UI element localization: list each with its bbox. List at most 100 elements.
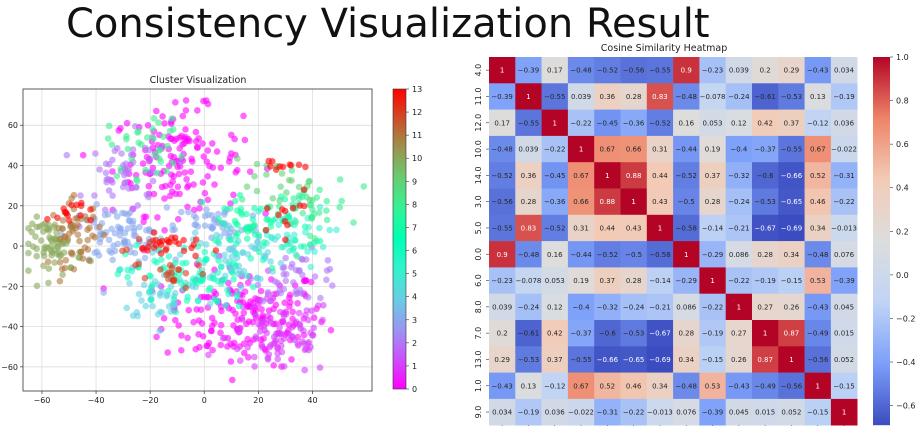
heatmap-cell-label: −0.52 (544, 224, 565, 232)
heatmap-cell-label: 0.34 (678, 356, 694, 364)
heatmap-cell-label: 0.42 (547, 330, 563, 338)
heatmap-colorbar-tick-label: 0.4 (896, 184, 909, 193)
scatter-point (227, 237, 234, 244)
heatmap-cell (646, 214, 674, 242)
scatter-point (175, 322, 182, 329)
heatmap-cell-label: 0.045 (729, 409, 749, 417)
scatter-point (105, 236, 113, 244)
scatter-point (182, 269, 190, 277)
heatmap-cell-label: 0.28 (626, 277, 642, 285)
scatter-point (316, 224, 323, 232)
heatmap-cell (804, 188, 832, 216)
scatter-point (203, 206, 210, 213)
scatter-point (254, 239, 262, 246)
heatmap-cell-label: −0.6 (757, 172, 775, 180)
heatmap-cell (515, 320, 542, 347)
heatmap-cell-label: 1 (631, 198, 635, 206)
scatter-point (240, 112, 247, 120)
scatter-point (117, 165, 125, 172)
page-title: Consistency Visualization Result (66, 1, 710, 47)
scatter-point (290, 279, 297, 286)
scatter-colorbar-tick-label: 9 (412, 177, 417, 186)
scatter-point (257, 205, 265, 213)
heatmap-cell (620, 135, 648, 163)
scatter-point (44, 215, 51, 223)
scatter-point (144, 243, 152, 251)
heatmap-cell (804, 214, 832, 242)
heatmap-cell-label: 0.034 (492, 409, 513, 417)
scatter-point (177, 158, 184, 166)
scatter-point (58, 265, 66, 273)
heatmap-cell (541, 188, 569, 216)
scatter-y-tick-label: 0 (13, 242, 18, 251)
heatmap-cell-label: 0.67 (600, 146, 616, 154)
heatmap-cell-label: −0.55 (649, 67, 670, 75)
scatter-point (255, 320, 262, 328)
heatmap-cell-label: 0.67 (810, 146, 826, 154)
scatter-point (163, 168, 170, 175)
scatter-point (264, 312, 272, 320)
heatmap-cell (567, 293, 595, 321)
scatter-point (204, 147, 211, 154)
scatter-point (193, 143, 201, 151)
scatter-point (302, 229, 309, 236)
scatter-point (193, 306, 200, 313)
scatter-point (25, 240, 32, 248)
heatmap-cell (646, 293, 674, 321)
heatmap-cell-label: 0.036 (545, 409, 566, 417)
heatmap-cell-label: 0.17 (494, 119, 510, 127)
scatter-point (201, 189, 209, 197)
heatmap-cell (620, 162, 648, 189)
scatter-point (217, 341, 225, 349)
scatter-point (142, 302, 150, 310)
scatter-point (178, 332, 185, 339)
heatmap-cell (567, 162, 595, 189)
scatter-point (259, 256, 267, 264)
heatmap-cell (830, 214, 858, 242)
heatmap-cell (646, 188, 674, 216)
heatmap-cell (567, 188, 595, 216)
scatter-point (67, 249, 75, 257)
heatmap-cell (752, 372, 779, 400)
scatter-point (308, 307, 315, 315)
heatmap-cell-label: 0.12 (731, 119, 747, 127)
scatter-point (236, 325, 243, 333)
scatter-point (323, 197, 331, 205)
heatmap-y-tick-label: 4.0 (474, 64, 483, 77)
heatmap-cell-label: 0.83 (652, 93, 668, 101)
scatter-point (218, 307, 225, 315)
scatter-point (243, 320, 250, 328)
scatter-point (194, 297, 202, 305)
scatter-point (59, 217, 67, 224)
scatter-point (277, 337, 285, 345)
heatmap-cell (752, 188, 779, 216)
heatmap-colorbar-tick-label: 0.6 (896, 140, 909, 149)
scatter-point (195, 262, 202, 269)
scatter-point (65, 217, 73, 224)
scatter-point (230, 191, 237, 199)
scatter-point (300, 243, 308, 250)
heatmap-y-tick-label: 11.0 (474, 88, 483, 106)
heatmap-cell (725, 162, 753, 189)
scatter-point (279, 317, 287, 325)
heatmap-cell-label: −0.24 (518, 303, 540, 311)
scatter-point (303, 307, 311, 314)
scatter-point (196, 343, 203, 351)
scatter-y-tick-label: −40 (1, 323, 18, 332)
scatter-point (185, 306, 192, 314)
heatmap-cell (699, 372, 726, 400)
heatmap-cell (567, 267, 595, 294)
scatter-point (111, 230, 119, 237)
scatter-point (190, 241, 197, 248)
scatter-point (144, 122, 152, 129)
scatter-point (198, 199, 206, 206)
heatmap-cell-label: 0.36 (600, 93, 616, 101)
scatter-point (156, 292, 164, 299)
scatter-point (146, 157, 153, 164)
scatter-point (138, 297, 145, 304)
scatter-point (140, 281, 148, 289)
scatter-point (275, 211, 282, 219)
heatmap-cell-label: 1 (658, 224, 662, 232)
scatter-point (182, 126, 189, 133)
scatter-point (172, 259, 179, 267)
